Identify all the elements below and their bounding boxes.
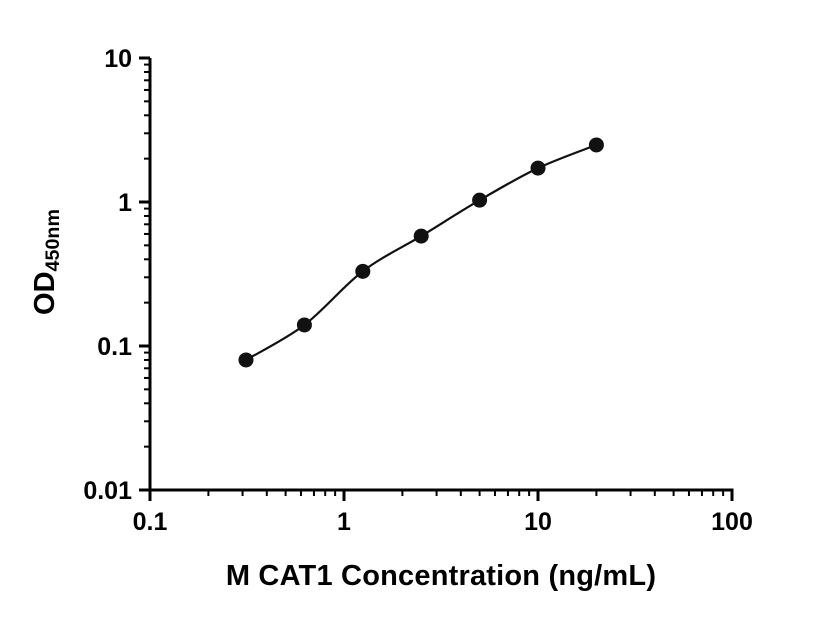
y-tick-label: 10 <box>104 45 132 73</box>
y-axis-title-base: OD <box>29 271 61 315</box>
x-axis-title: M CAT1 Concentration (ng/mL) <box>150 560 732 593</box>
data-point-marker <box>588 137 604 153</box>
data-point-marker <box>530 160 546 176</box>
data-point-marker <box>296 317 312 333</box>
data-point-marker <box>413 228 429 244</box>
y-axis-title: OD450nm <box>23 112 67 412</box>
x-tick-label: 10 <box>524 508 552 536</box>
y-tick-label: 0.1 <box>97 333 132 361</box>
x-tick-label: 0.1 <box>133 508 168 536</box>
data-point-marker <box>472 192 488 208</box>
x-tick-label: 1 <box>337 508 351 536</box>
y-tick-label: 1 <box>118 189 132 217</box>
x-axis-title-text: M CAT1 Concentration (ng/mL) <box>225 560 657 592</box>
x-tick-label: 100 <box>711 508 753 536</box>
y-tick-label: 0.01 <box>83 477 132 505</box>
data-point-marker <box>238 352 254 368</box>
data-point-marker <box>355 263 371 279</box>
y-axis-title-subscript: 450nm <box>42 209 64 272</box>
